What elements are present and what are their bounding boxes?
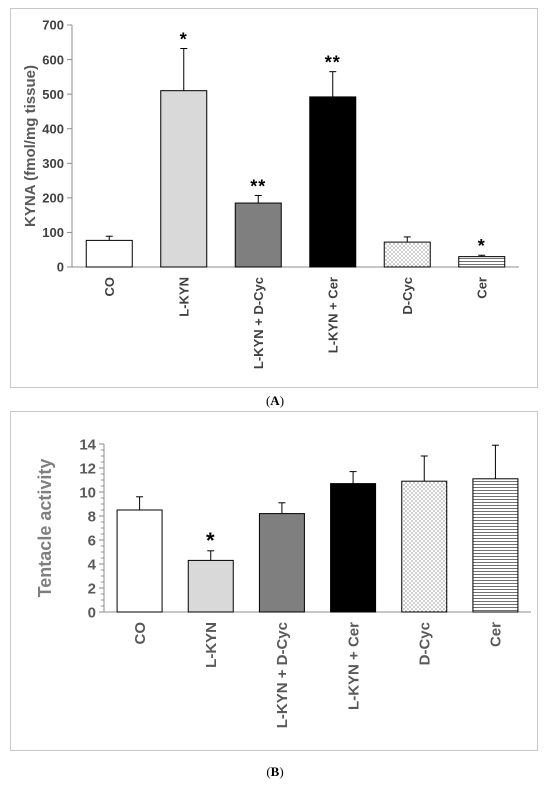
y-tick-label: 200 bbox=[42, 191, 64, 206]
bar-l-kyn bbox=[187, 559, 234, 613]
bar-d-cyc bbox=[383, 241, 431, 268]
significance-mark-l-kyn-d-cyc: ** bbox=[250, 176, 266, 196]
category-label-l-kyn-d-cyc: L-KYN + D-Cyc bbox=[251, 277, 266, 369]
category-label-l-kyn-d-cyc: L-KYN + D-Cyc bbox=[274, 622, 291, 728]
bar-l-kyn-cer bbox=[330, 483, 377, 613]
chart-panel-a: 0 100 200 300 400 500 600 700 CO * L-KYN ** L-KYN + … bbox=[10, 8, 538, 388]
y-tick-label: 0 bbox=[88, 604, 96, 621]
y-tick-label: 500 bbox=[42, 87, 64, 102]
bar-co bbox=[85, 239, 133, 268]
caption-a: (A) bbox=[265, 393, 285, 408]
y-tick-label: 4 bbox=[88, 556, 97, 573]
category-label-co: CO bbox=[132, 622, 149, 645]
bar-l-kyn bbox=[160, 90, 208, 268]
chart-panel-b: 0 2 4 6 8 10 12 14 CO * L-KYN L-KYN + D-Cyc L-KYN + … bbox=[10, 411, 538, 751]
category-label-co: CO bbox=[102, 277, 117, 297]
bar-cer bbox=[472, 478, 519, 613]
tentacle-activity-bar-chart: 0 2 4 6 8 10 12 14 CO * L-KYN L-KYN + D-Cyc L-KYN + … bbox=[35, 436, 531, 728]
caption-b: (B) bbox=[266, 764, 284, 779]
significance-mark-l-kyn-cer: ** bbox=[325, 53, 341, 73]
y-tick-label: 12 bbox=[79, 460, 96, 477]
bar-l-kyn-d-cyc bbox=[234, 202, 282, 268]
y-tick-label: 600 bbox=[42, 52, 64, 67]
bar-l-kyn-cer bbox=[309, 96, 357, 268]
y-tick-label: 300 bbox=[42, 156, 64, 171]
category-label-l-kyn: L-KYN bbox=[176, 277, 191, 317]
y-tick-label: 2 bbox=[88, 580, 96, 597]
significance-mark-cer: * bbox=[478, 236, 486, 256]
y-tick-label: 0 bbox=[57, 260, 64, 275]
kyna-bar-chart: 0 100 200 300 400 500 600 700 CO * L-KYN ** L-KYN + … bbox=[22, 18, 519, 369]
bar-d-cyc bbox=[401, 480, 448, 613]
bar-cer bbox=[458, 256, 506, 268]
y-axis-title: Tentacle activity bbox=[35, 459, 55, 598]
significance-mark-l-kyn: * bbox=[206, 528, 216, 553]
category-label-d-cyc: D-Cyc bbox=[417, 622, 434, 665]
y-tick-label: 6 bbox=[88, 532, 96, 549]
y-tick-label: 8 bbox=[88, 508, 96, 525]
y-axis-title: KYNA (fmol/mg tissue) bbox=[22, 65, 39, 227]
y-tick-label: 400 bbox=[42, 121, 64, 136]
category-label-l-kyn: L-KYN bbox=[203, 622, 220, 668]
category-label-l-kyn-cer: L-KYN + Cer bbox=[325, 277, 340, 353]
category-label-d-cyc: D-Cyc bbox=[400, 277, 415, 315]
category-label-cer: Cer bbox=[488, 622, 505, 647]
y-tick-label: 700 bbox=[42, 18, 64, 33]
y-tick-label: 10 bbox=[79, 484, 96, 501]
bar-l-kyn-d-cyc bbox=[258, 513, 305, 613]
y-tick-label: 100 bbox=[42, 225, 64, 240]
y-tick-label: 14 bbox=[79, 436, 96, 453]
bar-co bbox=[116, 509, 163, 613]
category-label-l-kyn-cer: L-KYN + Cer bbox=[345, 622, 362, 710]
category-label-cer: Cer bbox=[474, 277, 489, 299]
significance-mark-l-kyn: * bbox=[180, 30, 188, 50]
